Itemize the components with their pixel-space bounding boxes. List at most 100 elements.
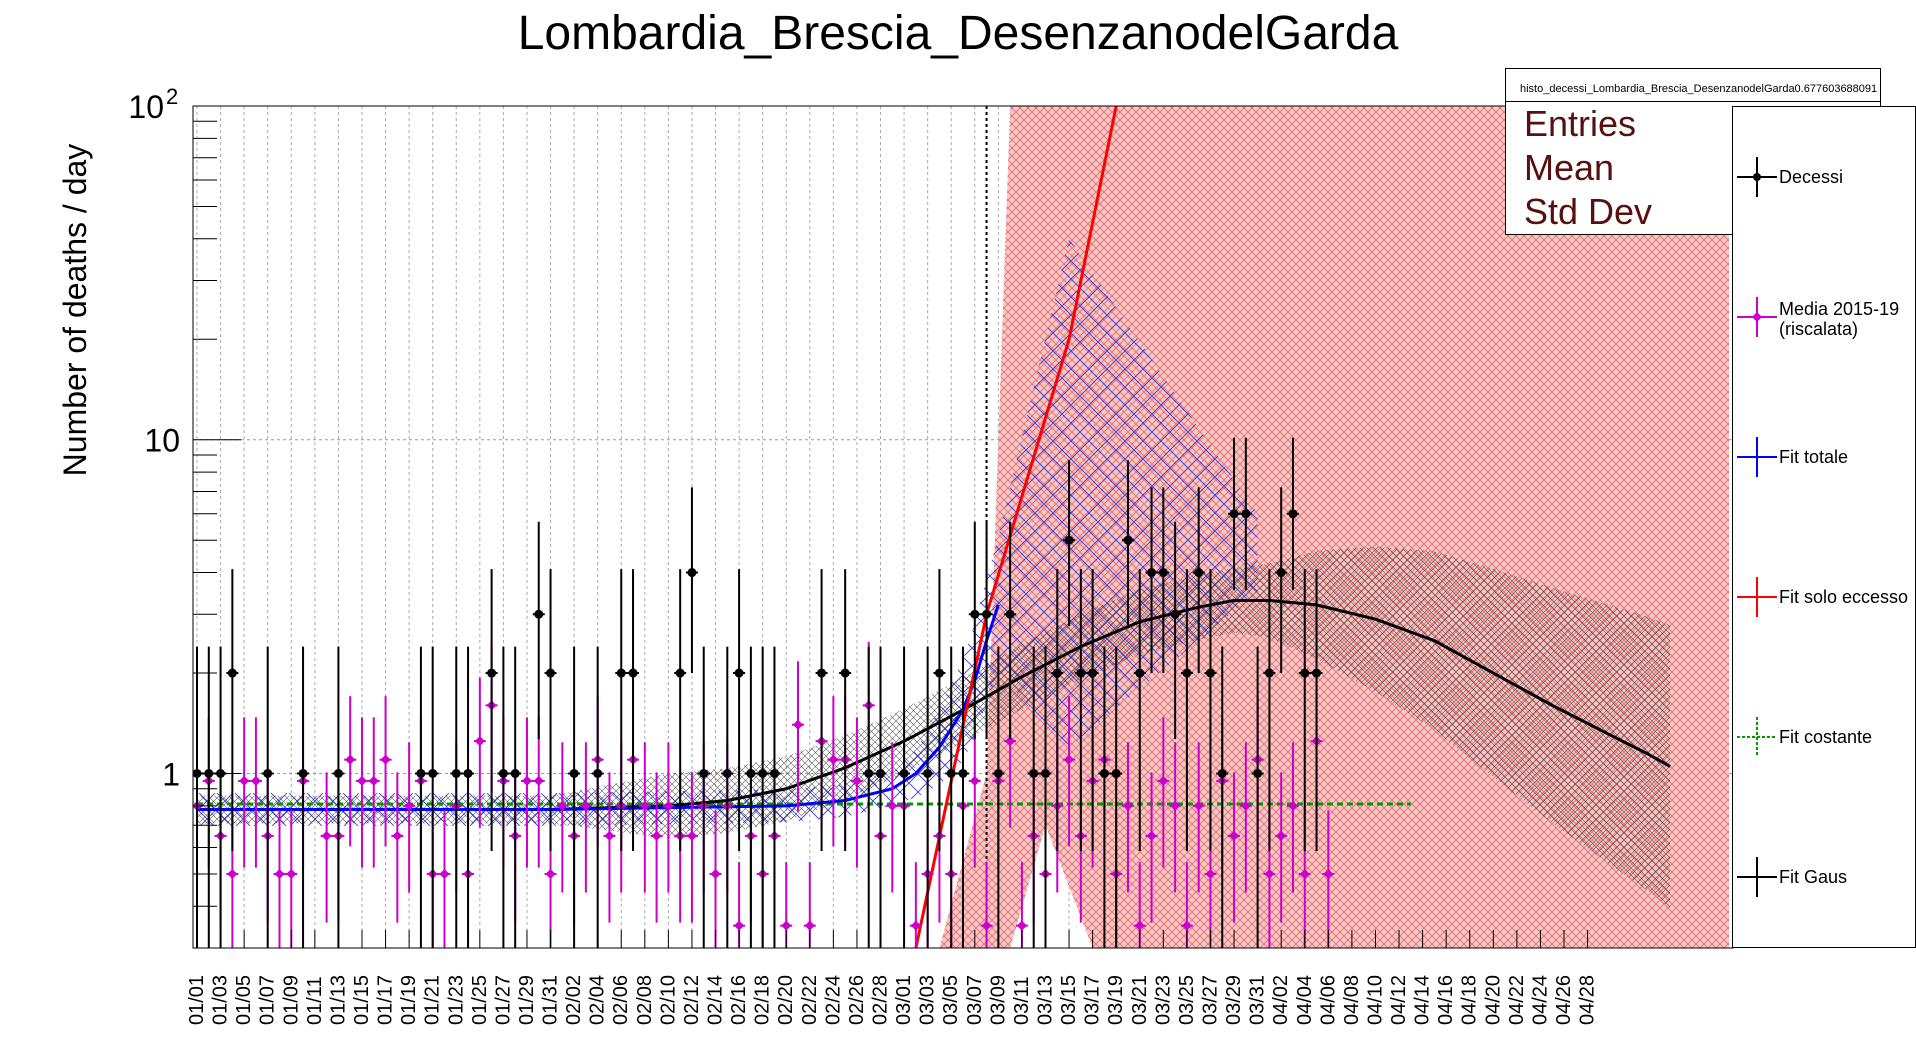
decessi-point — [1123, 535, 1133, 545]
x-tick-label: 03/03 — [917, 975, 939, 1025]
legend: Decessi Media 2015-19 (riscalata) Fit to… — [1732, 106, 1916, 948]
decessi-point — [1229, 509, 1239, 519]
decessi-point — [993, 768, 1003, 778]
media-point — [651, 830, 662, 841]
decessi-point — [1194, 568, 1204, 578]
data-points — [193, 437, 1335, 948]
media-point — [663, 800, 674, 811]
decessi-point — [982, 609, 992, 619]
legend-item-fit-eccesso: Fit solo eccesso — [1733, 577, 1916, 617]
decessi-point — [1158, 568, 1168, 578]
decessi-point — [769, 768, 779, 778]
legend-marker-errorbar-icon — [1737, 157, 1777, 197]
x-tick-label: 04/22 — [1506, 975, 1528, 1025]
media-point — [286, 868, 297, 879]
decessi-point — [1217, 768, 1227, 778]
media-point — [804, 920, 815, 931]
media-point — [404, 800, 415, 811]
media-point — [1229, 830, 1240, 841]
media-point — [828, 754, 839, 765]
decessi-point — [263, 768, 273, 778]
x-tick-label: 01/13 — [327, 975, 349, 1025]
x-tick-label: 02/12 — [681, 975, 703, 1025]
stats-entries-label: Entries — [1524, 103, 1637, 144]
media-point — [250, 775, 261, 786]
decessi-point — [1088, 668, 1098, 678]
x-tick-label: 04/08 — [1341, 975, 1363, 1025]
decessi-point — [1182, 668, 1192, 678]
x-tick-label: 04/12 — [1388, 975, 1410, 1025]
x-tick-label: 02/10 — [657, 975, 679, 1025]
media-point — [557, 800, 568, 811]
x-tick-label: 04/18 — [1459, 975, 1481, 1025]
x-tick-label: 04/28 — [1577, 975, 1599, 1025]
decessi-point — [923, 768, 933, 778]
legend-label-fit-costante: Fit costante — [1779, 727, 1873, 747]
media-point — [356, 775, 367, 786]
y-tick-label: 10 — [144, 423, 180, 459]
legend-label-fit-gaus: Fit Gaus — [1779, 867, 1848, 887]
decessi-point — [734, 668, 744, 678]
decessi-point — [1147, 568, 1157, 578]
x-tick-label: 02/28 — [870, 975, 892, 1025]
decessi-point — [227, 668, 237, 678]
media-point — [1287, 800, 1298, 811]
decessi-point — [416, 768, 426, 778]
x-tick-label: 03/29 — [1223, 975, 1245, 1025]
decessi-point — [899, 768, 909, 778]
x-tick-label: 01/07 — [257, 975, 279, 1025]
legend-item-fit-gaus: Fit Gaus — [1733, 857, 1916, 897]
x-tick-label: 03/19 — [1105, 975, 1127, 1025]
x-tick-label: 03/27 — [1199, 975, 1221, 1025]
decessi-point — [876, 768, 886, 778]
decessi-point — [1005, 609, 1015, 619]
x-tick-label: 02/22 — [799, 975, 821, 1025]
media-point — [368, 775, 379, 786]
media-point — [321, 830, 332, 841]
x-tick-label: 03/05 — [940, 975, 962, 1025]
media-point — [793, 719, 804, 730]
legend-line-icon — [1737, 577, 1777, 617]
x-tick-label: 03/21 — [1129, 975, 1151, 1025]
decessi-point — [1040, 768, 1050, 778]
decessi-point — [758, 768, 768, 778]
x-tick-label: 04/14 — [1412, 975, 1434, 1025]
x-tick-label: 03/07 — [964, 975, 986, 1025]
x-tick-label: 04/02 — [1270, 975, 1292, 1025]
decessi-point — [1029, 768, 1039, 778]
stats-stddev-label: Std Dev — [1524, 191, 1653, 232]
legend-label-media: Media 2015-19 (riscalata) — [1779, 299, 1900, 339]
decessi-point — [498, 768, 508, 778]
x-tick-label: 02/02 — [563, 975, 585, 1025]
decessi-point — [569, 768, 579, 778]
x-tick-label: 02/24 — [822, 975, 844, 1025]
decessi-point — [534, 609, 544, 619]
x-tick-label: 02/18 — [752, 975, 774, 1025]
decessi-point — [1312, 668, 1322, 678]
x-tick-label: 02/06 — [610, 975, 632, 1025]
decessi-point — [722, 768, 732, 778]
decessi-point — [1205, 668, 1215, 678]
x-tick-label: 03/01 — [893, 975, 915, 1025]
x-tick-label: 01/09 — [280, 975, 302, 1025]
x-tick-label: 01/17 — [375, 975, 397, 1025]
legend-line-icon — [1737, 437, 1777, 477]
decessi-point — [1064, 535, 1074, 545]
decessi-point — [463, 768, 473, 778]
media-point — [887, 800, 898, 811]
media-point — [969, 775, 980, 786]
media-point — [439, 868, 450, 879]
legend-item-fit-totale: Fit totale — [1733, 437, 1916, 477]
x-tick-label: 03/11 — [1011, 976, 1033, 1025]
media-point — [1181, 920, 1192, 931]
legend-item-fit-costante: Fit costante — [1733, 717, 1916, 757]
decessi-point — [840, 668, 850, 678]
decessi-point — [1135, 668, 1145, 678]
decessi-point — [958, 768, 968, 778]
decessi-point — [1099, 768, 1109, 778]
media-point — [239, 775, 250, 786]
decessi-point — [1076, 668, 1086, 678]
media-point — [1193, 800, 1204, 811]
media-point — [580, 800, 591, 811]
media-point — [1276, 830, 1287, 841]
